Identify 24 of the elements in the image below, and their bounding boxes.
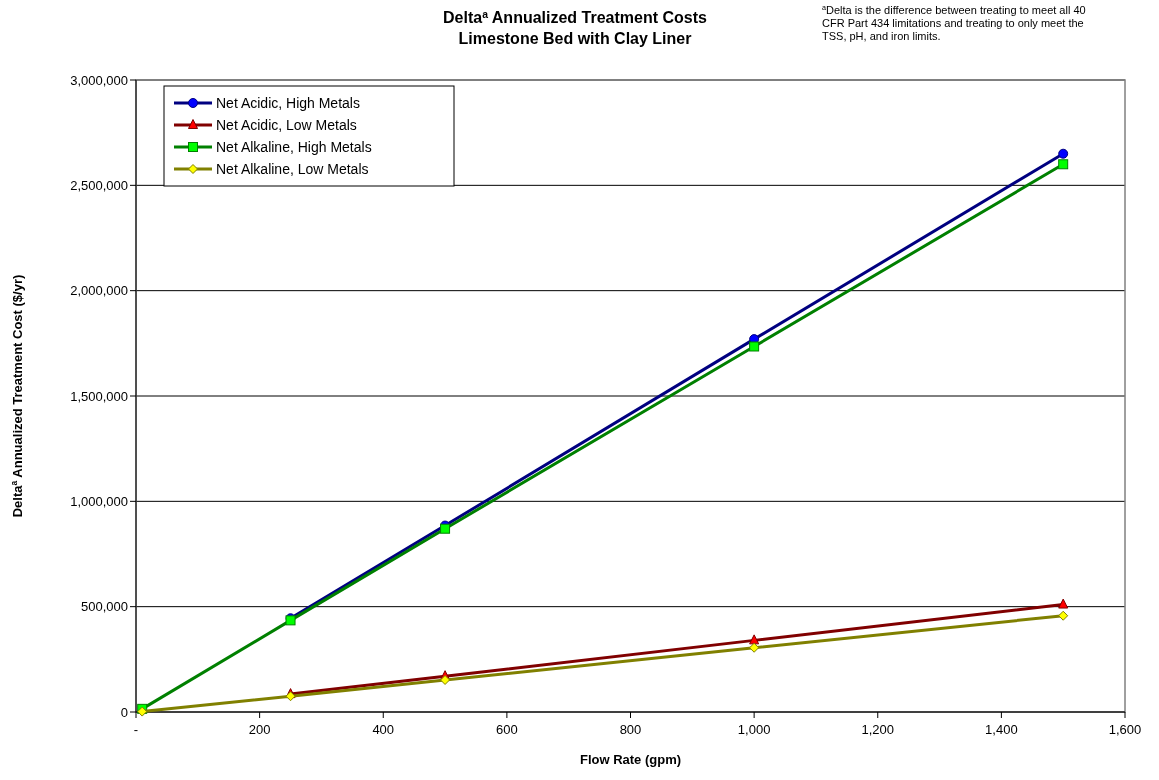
y-tick-label: 2,500,000 (70, 177, 128, 193)
chart-title: Delta$^{a}$ Annualized Treatment Costs (443, 8, 708, 26)
y-tick-label: 0 (120, 704, 128, 720)
x-tick-label: 400 (372, 722, 395, 737)
x-axis-title: Flow Rate (gpm) (579, 752, 682, 767)
text: $^{a}$Delta is the difference between treating to meet all 40 CFR Part 434 limitations and treating to only meet the TSS, pH, and iron limits. (822, 4, 1086, 42)
x-tick-label: 1,600 (1108, 722, 1142, 737)
x-tick-label: 1,000 (737, 722, 771, 737)
x-tick-label: 800 (619, 722, 642, 737)
y-tick-label: 2,000,000 (70, 283, 128, 299)
legend-label: Net Acidic, High Metals (216, 95, 360, 111)
x-tick-label: 1,400 (985, 722, 1018, 737)
legend-label: Net Alkaline, Low Metals (216, 161, 369, 177)
chart-subtitle: Limestone Bed with Clay Liner (458, 30, 692, 47)
y-tick-label: 500,000 (81, 599, 128, 615)
y-tick-label: 1,000,000 (70, 493, 128, 509)
legend-label: Net Alkaline, High Metals (216, 139, 372, 155)
x-tick-label: 200 (248, 722, 271, 737)
legend-label: Net Acidic, Low Metals (216, 117, 357, 133)
x-tick-label: - (133, 722, 139, 737)
x-tick-label: 1,200 (861, 722, 895, 737)
y-tick-label: 3,000,000 (70, 72, 128, 88)
x-tick-label: 600 (496, 722, 518, 737)
y-tick-label: 1,500,000 (70, 388, 128, 404)
